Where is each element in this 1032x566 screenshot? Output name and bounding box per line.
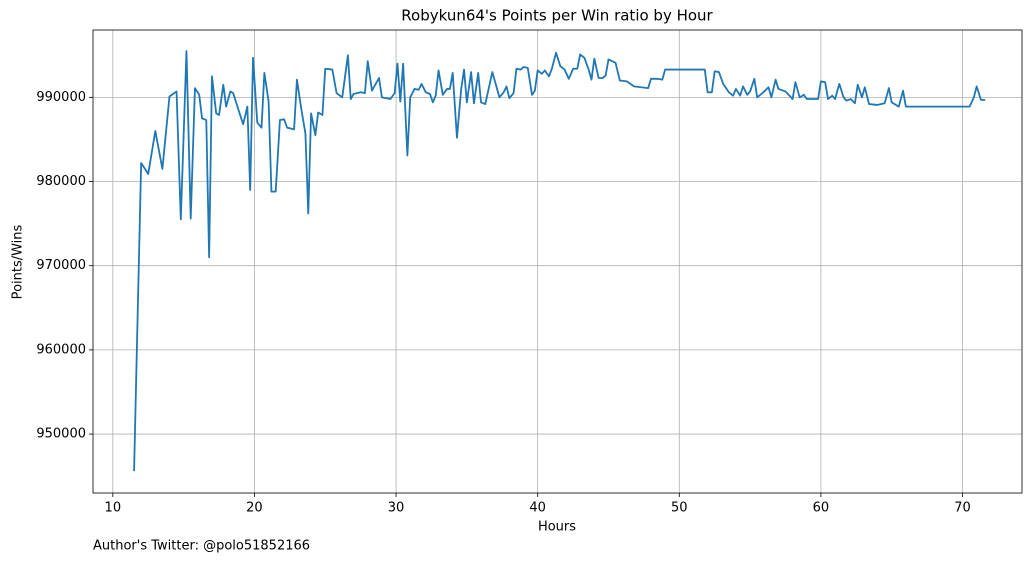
x-tick-label: 10 (105, 501, 122, 516)
x-tick-label: 40 (529, 501, 546, 516)
y-tick-label: 960000 (36, 342, 86, 357)
x-tick-label: 20 (246, 501, 263, 516)
y-tick-label: 970000 (36, 258, 86, 273)
y-tick-label: 950000 (36, 427, 86, 442)
y-axis-label: Points/Wins (11, 224, 26, 299)
x-tick-label: 70 (954, 501, 971, 516)
plot-frame (92, 29, 1023, 494)
chart-title: Robykun64's Points per Win ratio by Hour (401, 7, 713, 25)
y-tick-label: 990000 (36, 90, 86, 105)
y-tick-label: 980000 (36, 174, 86, 189)
annotation: Author's Twitter: @polo51852166 (93, 539, 310, 554)
x-axis-label: Hours (538, 520, 576, 535)
data-line (133, 50, 986, 472)
x-tick-label: 50 (671, 501, 688, 516)
x-tick-label: 60 (813, 501, 830, 516)
x-tick-label: 30 (388, 501, 405, 516)
